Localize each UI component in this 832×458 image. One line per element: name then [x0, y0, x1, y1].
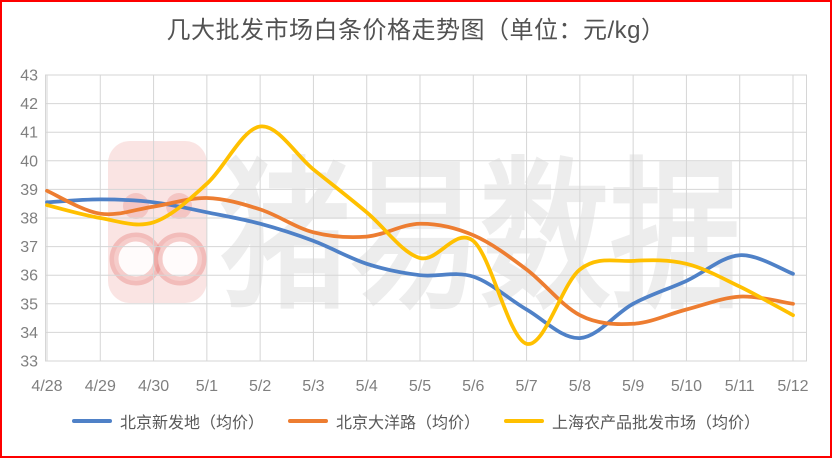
- legend-label: 北京大洋路（均价）: [335, 415, 480, 432]
- legend-label: 北京新发地（均价）: [119, 415, 264, 432]
- x-axis-tick-label: 5/7: [515, 378, 537, 395]
- series-line-1: [45, 188, 795, 327]
- x-axis-tick-label: 4/28: [31, 378, 62, 395]
- series-line-0: [45, 197, 795, 340]
- x-axis-tick-label: 5/5: [409, 378, 431, 395]
- x-axis-tick-label: 4/29: [85, 378, 116, 395]
- x-axis-tick-label: 5/2: [249, 378, 271, 395]
- y-axis-tick-label: 42: [20, 96, 38, 113]
- legend-swatch-icon: [71, 419, 112, 423]
- x-axis-tick-label: 5/1: [196, 378, 218, 395]
- y-axis-tick-label: 35: [20, 296, 38, 313]
- legend-item-2: 上海农产品批发市场（均价）: [504, 409, 760, 433]
- x-axis-tick-label: 5/4: [356, 378, 378, 395]
- y-axis-tick-label: 36: [20, 268, 38, 285]
- x-axis-tick-label: 5/9: [622, 378, 644, 395]
- y-axis-tick-label: 33: [20, 354, 38, 371]
- y-axis-tick-label: 40: [20, 153, 38, 170]
- legend-swatch-icon: [504, 419, 544, 423]
- y-axis-tick-label: 34: [20, 325, 38, 342]
- x-axis-tick-label: 5/6: [462, 378, 484, 395]
- watermark-logo-nostril-right: [153, 232, 207, 286]
- chart-legend: 北京新发地（均价） 北京大洋路（均价） 上海农产品批发市场（均价）: [0, 409, 832, 433]
- legend-item-0: 北京新发地（均价）: [71, 409, 264, 433]
- chart-title: 几大批发市场白条价格走势图（单位：元/kg）: [166, 17, 666, 44]
- y-axis-tick-label: 39: [20, 182, 38, 199]
- legend-swatch-icon: [287, 419, 328, 423]
- x-axis-tick-label: 5/12: [777, 378, 808, 395]
- y-axis-tick-label: 38: [20, 211, 38, 228]
- x-axis-tick-label: 5/3: [302, 378, 324, 395]
- watermark-logo-nostril-left: [109, 232, 163, 286]
- y-axis-tick-label: 43: [20, 68, 38, 85]
- y-axis-tick-label: 37: [20, 239, 38, 256]
- legend-label: 上海农产品批发市场（均价）: [552, 415, 761, 432]
- x-axis-tick-label: 5/8: [569, 378, 591, 395]
- legend-item-1: 北京大洋路（均价）: [287, 409, 480, 433]
- y-axis-tick-label: 41: [20, 125, 38, 142]
- x-axis-tick-label: 5/10: [671, 378, 702, 395]
- x-axis-tick-label: 4/30: [138, 378, 169, 395]
- x-axis-tick-label: 5/11: [725, 378, 755, 395]
- series-line-2: [45, 124, 795, 346]
- plot-area-border: [45, 74, 807, 362]
- watermark-logo-eye-left: [123, 193, 149, 219]
